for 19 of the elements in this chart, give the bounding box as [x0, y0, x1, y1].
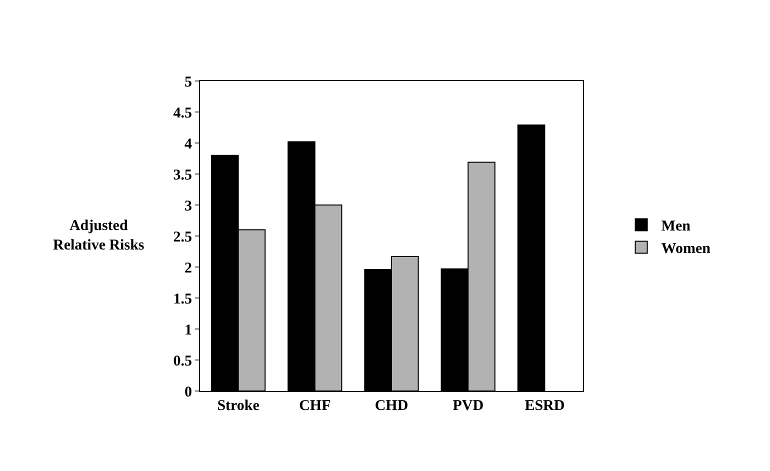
y-tick-label: 1.5 — [173, 291, 192, 308]
legend-label: Men — [661, 218, 692, 235]
y-tick-label: 5 — [184, 74, 192, 90]
y-tick-label: 0 — [184, 384, 192, 400]
y-axis-title: Adjusted Relative Risks — [53, 218, 144, 254]
y-tick-label: 2 — [184, 260, 192, 276]
x-tick-label: Stroke — [217, 398, 260, 414]
y-tick-label: 4 — [184, 136, 192, 152]
legend-label: Women — [661, 241, 712, 258]
x-tick-label: PVD — [452, 398, 484, 414]
y-tick-label: 0.5 — [173, 353, 192, 370]
x-tick-label: ESRD — [524, 398, 565, 414]
y-tick-label: 4.5 — [173, 105, 192, 122]
x-tick-label: CHF — [299, 398, 331, 414]
y-tick-label: 1 — [184, 322, 192, 338]
y-tick-label: 3.5 — [173, 167, 192, 184]
x-tick-label: CHD — [374, 398, 408, 414]
y-tick-label: 2.5 — [173, 229, 192, 246]
y-tick-label: 3 — [184, 198, 192, 214]
